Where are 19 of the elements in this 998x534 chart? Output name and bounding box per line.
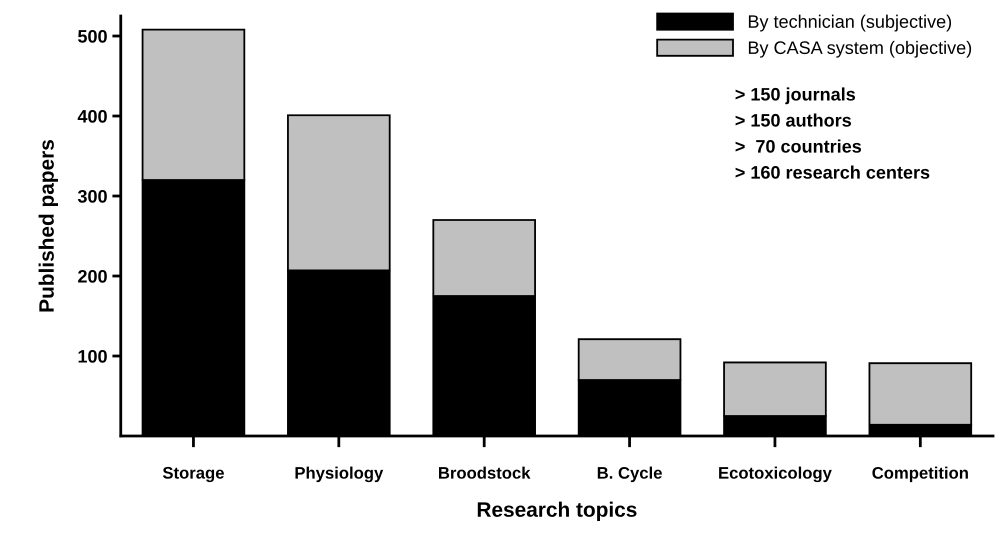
y-tick-label: 400 <box>78 110 107 123</box>
x-tick-label: Competition <box>872 466 968 482</box>
y-tick-label: 300 <box>78 190 107 203</box>
annotation: > 70 countries <box>736 139 862 153</box>
x-tick-label: Physiology <box>295 466 384 482</box>
x-tick-label: B. Cycle <box>598 466 662 482</box>
annotation: > 150 authors <box>736 113 851 127</box>
x-tick-label: Storage <box>162 466 224 482</box>
x-axis-title: Research topics <box>478 502 637 522</box>
x-tick-label: Ecotoxicology <box>719 466 832 482</box>
y-tick-label: 200 <box>78 270 107 283</box>
annotation: > 160 research centers <box>736 166 930 179</box>
y-tick-label: 500 <box>78 30 107 43</box>
y-axis-title: Published papers <box>38 140 58 312</box>
legend-label: By technician (subjective) <box>748 14 952 32</box>
x-tick-label: Broodstock <box>439 466 531 479</box>
legend-label: By CASA system (objective) <box>748 40 972 58</box>
annotation: > 150 journals <box>736 87 856 104</box>
y-tick-label: 100 <box>78 350 107 363</box>
